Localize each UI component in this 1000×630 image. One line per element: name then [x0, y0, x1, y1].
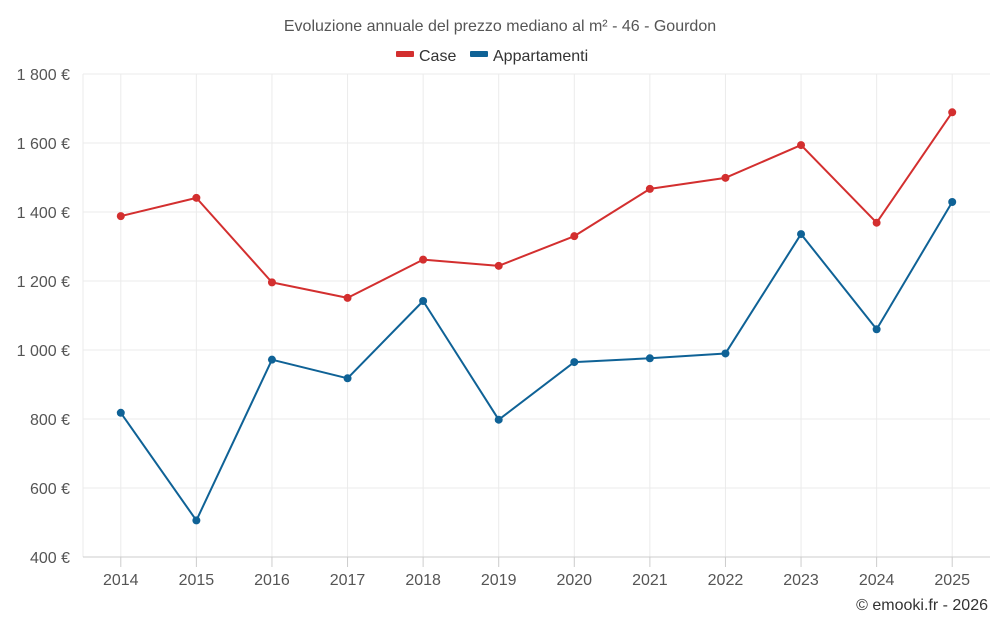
y-tick-label: 800 €: [30, 412, 70, 429]
series-case: [116, 108, 957, 302]
y-tick-label: 1 200 €: [17, 274, 70, 291]
series-appartamenti: [116, 197, 957, 525]
data-point-case[interactable]: [419, 255, 428, 264]
series: [116, 108, 957, 525]
x-tick-label: 2021: [632, 572, 668, 589]
data-point-appartamenti[interactable]: [343, 374, 352, 383]
x-tick-label: 2025: [934, 572, 970, 589]
data-point-appartamenti[interactable]: [570, 358, 579, 367]
data-point-appartamenti[interactable]: [419, 297, 428, 306]
x-tick-label: 2018: [405, 572, 441, 589]
data-point-case[interactable]: [797, 141, 806, 150]
data-point-case[interactable]: [343, 293, 352, 302]
x-tick-label: 2014: [103, 572, 139, 589]
x-tick-label: 2023: [783, 572, 819, 589]
legend: Case Appartamenti: [396, 48, 588, 65]
y-tick-label: 1 800 €: [17, 67, 70, 84]
y-tick-label: 1 000 €: [17, 343, 70, 360]
data-point-case[interactable]: [116, 212, 125, 221]
grid: [82, 73, 990, 557]
data-point-appartamenti[interactable]: [872, 325, 881, 334]
legend-item-case[interactable]: Case: [396, 48, 456, 65]
data-point-appartamenti[interactable]: [116, 408, 125, 417]
legend-item-appartamenti[interactable]: Appartamenti: [470, 48, 588, 65]
y-tick-label: 1 400 €: [17, 205, 70, 222]
data-point-case[interactable]: [872, 218, 881, 227]
data-point-appartamenti[interactable]: [948, 197, 957, 206]
x-tick-label: 2016: [254, 572, 290, 589]
legend-swatch-appartamenti: [470, 51, 488, 57]
y-tick-label: 600 €: [30, 481, 70, 498]
x-tick-label: 2020: [556, 572, 592, 589]
data-point-appartamenti[interactable]: [192, 516, 201, 525]
series-line-case: [119, 111, 954, 299]
data-point-appartamenti[interactable]: [494, 415, 503, 424]
legend-label-case: Case: [419, 48, 456, 65]
data-point-case[interactable]: [570, 232, 579, 241]
data-point-case[interactable]: [267, 278, 276, 287]
axes: 400 € 600 € 800 € 1 000 € 1 200 € 1 400 € 1 60…: [17, 67, 990, 589]
x-tick-label: 2019: [481, 572, 517, 589]
data-point-appartamenti[interactable]: [267, 355, 276, 364]
data-point-case[interactable]: [192, 193, 201, 202]
x-tick-label: 2024: [859, 572, 895, 589]
y-tick-label: 1 600 €: [17, 136, 70, 153]
y-tick-label: 400 €: [30, 550, 70, 567]
data-point-appartamenti[interactable]: [645, 354, 654, 363]
x-tick-label: 2015: [179, 572, 215, 589]
data-point-appartamenti[interactable]: [797, 230, 806, 239]
credit-text: © emooki.fr - 2026: [856, 597, 988, 614]
data-point-case[interactable]: [948, 108, 957, 117]
data-point-case[interactable]: [645, 184, 654, 193]
data-point-case[interactable]: [721, 173, 730, 182]
legend-label-appartamenti: Appartamenti: [493, 48, 588, 65]
series-line-appartamenti: [119, 201, 954, 522]
legend-swatch-case: [396, 51, 414, 57]
x-tick-label: 2017: [330, 572, 366, 589]
x-tick-label: 2022: [708, 572, 744, 589]
chart-title: Evoluzione annuale del prezzo mediano al…: [284, 18, 716, 35]
data-point-appartamenti[interactable]: [721, 349, 730, 358]
data-point-case[interactable]: [494, 261, 503, 270]
